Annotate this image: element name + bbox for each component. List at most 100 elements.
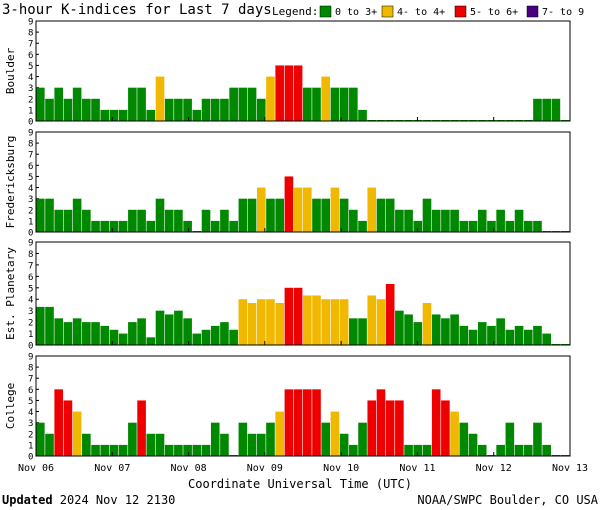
k-bar — [54, 318, 64, 345]
k-bar — [82, 322, 91, 345]
k-bar — [164, 314, 174, 345]
k-bar — [395, 209, 404, 232]
legend-swatch — [319, 5, 332, 18]
k-bar — [321, 76, 331, 121]
k-bar — [303, 87, 312, 121]
k-bar — [36, 306, 45, 345]
legend-swatch — [381, 5, 394, 18]
k-bar — [118, 444, 128, 456]
x-tick-label: Nov 08 — [171, 463, 207, 474]
k-bar — [183, 444, 192, 456]
k-bar — [477, 322, 487, 345]
k-bar — [54, 87, 64, 121]
k-bar — [477, 209, 487, 232]
x-tick-label: Nov 11 — [399, 463, 435, 474]
k-bar — [450, 209, 459, 232]
k-bar — [192, 333, 202, 345]
y-tick-label: 8 — [28, 140, 33, 150]
k-bar — [533, 98, 542, 121]
k-bar — [284, 287, 294, 345]
y-tick-label: 2 — [28, 206, 33, 216]
k-bar — [183, 220, 192, 232]
k-bar — [404, 444, 413, 456]
k-bar — [523, 220, 533, 232]
k-bar — [376, 299, 386, 345]
k-bar — [256, 187, 266, 232]
k-bar — [293, 389, 303, 456]
k-bar — [36, 198, 45, 232]
k-bar — [82, 98, 91, 121]
legend-entry: 0 to 3+ — [335, 7, 377, 18]
k-bar — [468, 329, 478, 345]
k-bar — [63, 209, 73, 232]
k-bar — [137, 318, 146, 345]
k-bar — [220, 433, 229, 456]
y-tick-label: 5 — [28, 173, 33, 183]
k-bar — [533, 422, 542, 456]
k-bar — [422, 303, 432, 345]
k-bar — [238, 299, 248, 345]
k-bar — [201, 444, 211, 456]
k-bar — [321, 422, 331, 456]
k-bar — [404, 209, 413, 232]
y-tick-label: 9 — [28, 353, 33, 363]
k-bar — [395, 310, 404, 345]
k-bar — [72, 198, 82, 232]
k-bar — [385, 284, 395, 345]
x-tick-label: Nov 07 — [94, 463, 130, 474]
k-bar — [523, 444, 533, 456]
k-bar — [54, 209, 64, 232]
k-bar — [505, 220, 515, 232]
panel-3: 0 12 34 56 789 Est. Planetary — [4, 239, 571, 352]
k-bar — [201, 209, 211, 232]
k-bar — [109, 444, 119, 456]
k-bar — [321, 299, 331, 345]
k-bar — [118, 220, 128, 232]
k-bar — [266, 76, 275, 121]
y-tick-label: 9 — [28, 129, 33, 139]
k-bar — [137, 87, 146, 121]
k-bar — [229, 87, 238, 121]
panel-frame — [35, 241, 571, 346]
k-bar — [238, 87, 248, 121]
k-bar — [137, 209, 146, 232]
k-bar — [459, 422, 469, 456]
k-bar — [155, 310, 165, 345]
k-bar — [487, 220, 496, 232]
k-bar — [459, 325, 469, 345]
k-bar — [514, 444, 524, 456]
y-tick-label: 7 — [28, 261, 33, 271]
k-bar — [164, 98, 174, 121]
k-bar — [201, 329, 211, 345]
k-bar — [146, 337, 156, 345]
k-bar — [192, 109, 202, 121]
k-bar — [496, 444, 505, 456]
k-bar — [395, 400, 404, 456]
k-bar — [36, 422, 45, 456]
k-bar — [82, 209, 91, 232]
station-label: Fredericksburg — [4, 136, 17, 229]
updated-text: Updated 2024 Nov 12 2130 — [2, 493, 175, 507]
k-bar — [63, 98, 73, 121]
k-bar — [431, 209, 441, 232]
legend-entry: 5- to 6+ — [470, 7, 518, 18]
k-bar — [256, 98, 266, 121]
k-bar — [201, 98, 211, 121]
k-bar — [275, 198, 284, 232]
k-bar — [229, 220, 238, 232]
k-bar — [155, 76, 165, 121]
x-axis-label: Coordinate Universal Time (UTC) — [188, 477, 412, 491]
k-bar — [358, 422, 367, 456]
k-bar — [284, 65, 294, 121]
k-bar — [72, 411, 82, 456]
k-bar — [63, 400, 73, 456]
k-bar — [330, 411, 340, 456]
k-bar — [514, 209, 524, 232]
k-bar — [275, 303, 284, 345]
panel-frame — [35, 355, 571, 457]
y-tick-label: 4 — [28, 296, 33, 306]
y-tick-label: 1 — [28, 330, 33, 340]
k-bar — [422, 198, 432, 232]
y-tick-label: 0 — [28, 453, 33, 463]
